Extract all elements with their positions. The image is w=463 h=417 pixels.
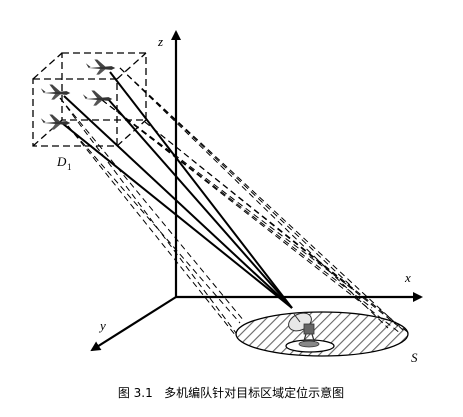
box-label-subscript: 1 (67, 162, 72, 172)
x-axis-label: x (404, 270, 411, 285)
formation-box (32, 52, 147, 147)
solid-lines (61, 71, 293, 309)
figure-caption: 图 3.1 多机编队针对目标区域定位示意图 (118, 385, 344, 400)
dashed-lines (59, 67, 411, 337)
y-axis-label: y (98, 318, 106, 333)
box-label-main: D (56, 154, 67, 169)
target-area-label: S (411, 350, 418, 365)
uav-aircraft-icon (82, 90, 113, 106)
y-axis (90, 296, 177, 352)
box-label: D 1 (56, 154, 72, 172)
aircraft-group (40, 59, 116, 130)
coordinate-axes: z x y (90, 30, 423, 352)
satellite-dish-icon (288, 312, 320, 348)
z-axis-label: z (157, 34, 163, 49)
target-area-ellipse (235, 311, 409, 357)
